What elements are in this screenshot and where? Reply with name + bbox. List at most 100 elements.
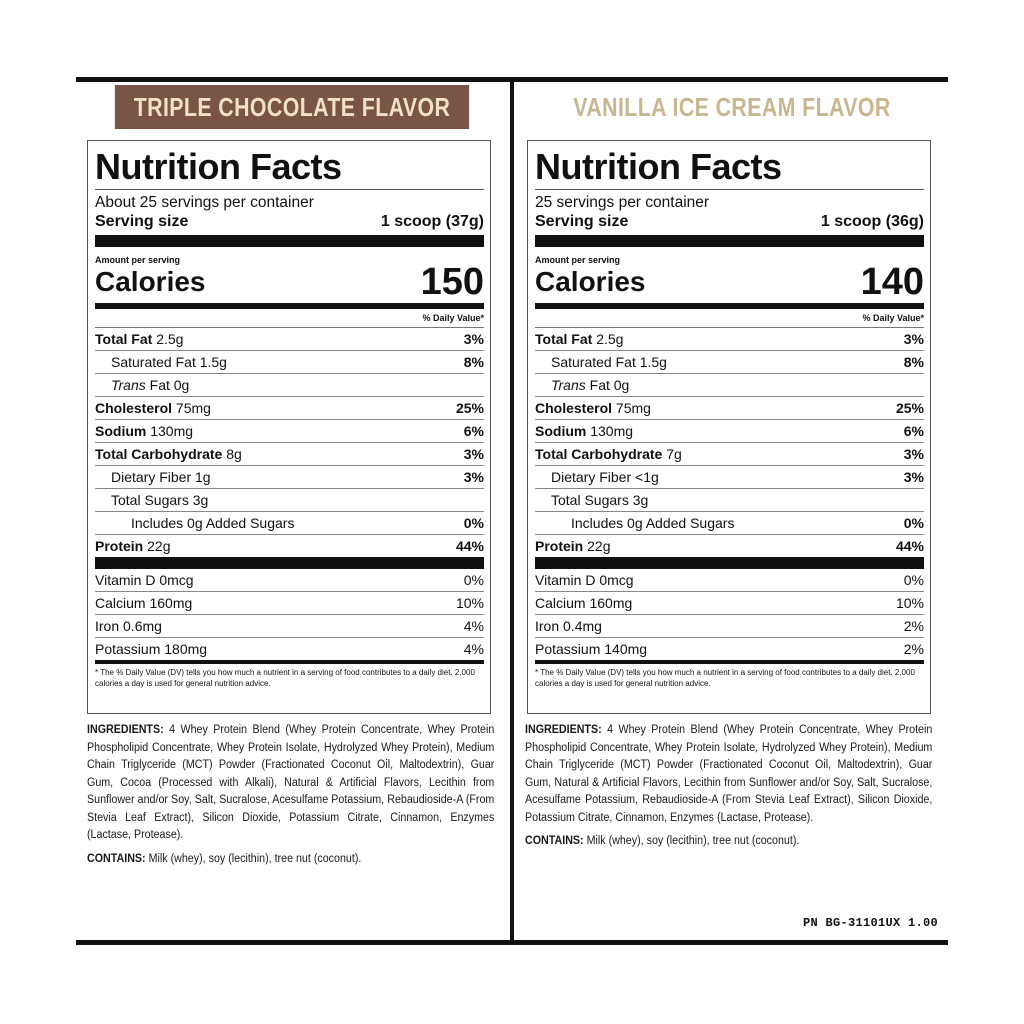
nutrient-label: Fat 0g: [149, 377, 190, 393]
vitamin-percent: 4%: [463, 618, 484, 634]
nutrient-row-total-sugars: Total Sugars 3g: [95, 489, 484, 512]
nutrient-row-dietary-fiber: Dietary Fiber <1g 3%: [535, 466, 924, 489]
contains-heading: CONTAINS:: [525, 835, 584, 847]
daily-value-footnote: * The % Daily Value (DV) tells you how m…: [95, 668, 475, 688]
amount-per-serving: Amount per serving: [95, 255, 181, 265]
serving-size-value: 1 scoop (36g): [820, 213, 924, 230]
nutrient-amount: 22g: [587, 538, 611, 554]
ingredients-heading: INGREDIENTS:: [87, 724, 164, 736]
nutrient-percent: 6%: [463, 423, 484, 439]
nutrient-label: Total Fat: [95, 331, 153, 347]
amount-per-serving: Amount per serving: [535, 255, 621, 265]
nutrient-row-protein: Protein 22g 44%: [95, 535, 484, 557]
vitamin-row-calcium: Calcium 160mg 10%: [95, 592, 484, 615]
nutrient-percent: 3%: [463, 331, 484, 347]
vitamin-row-vitamin-d: Vitamin D 0mcg 0%: [95, 569, 484, 592]
nutrition-facts-panel-chocolate: Nutrition Facts About 25 servings per co…: [87, 140, 491, 714]
nutrient-percent: 44%: [895, 538, 924, 554]
vitamin-percent: 4%: [463, 641, 484, 657]
nutrient-label-italic: Trans: [111, 377, 146, 393]
nutrient-row-trans-fat: Trans Fat 0g: [535, 374, 924, 397]
contains-text: Milk (whey), soy (lecithin), tree nut (c…: [148, 852, 362, 865]
divider-footnote: [95, 660, 484, 664]
nutrient-row-cholesterol: Cholesterol 75mg 25%: [535, 397, 924, 420]
ingredients-paragraph: INGREDIENTS: 4 Whey Protein Blend (Whey …: [525, 722, 932, 827]
contains-text: Milk (whey), soy (lecithin), tree nut (c…: [586, 835, 800, 847]
daily-value-footnote: * The % Daily Value (DV) tells you how m…: [535, 668, 915, 688]
nutrient-row-total-carbohydrate: Total Carbohydrate 7g 3%: [535, 443, 924, 466]
ingredients-text: 4 Whey Protein Blend (Whey Protein Conce…: [525, 724, 933, 824]
daily-value-header: % Daily Value*: [95, 309, 484, 328]
center-divider: [510, 77, 514, 945]
servings-per-container: About 25 servings per container: [95, 194, 314, 211]
nutrient-row-total-fat: Total Fat 2.5g 3%: [535, 328, 924, 351]
vitamin-percent: 0%: [463, 572, 484, 588]
vitamin-label: Calcium 160mg: [535, 595, 633, 611]
nutrient-row-sodium: Sodium 130mg 6%: [95, 420, 484, 443]
nutrient-percent: 0%: [903, 515, 924, 531]
contains-paragraph: CONTAINS: Milk (whey), soy (lecithin), t…: [87, 851, 494, 869]
nutrient-percent: 3%: [903, 446, 924, 462]
serving-size-value: 1 scoop (37g): [380, 213, 484, 230]
divider-thick: [535, 235, 924, 247]
nutrient-row-cholesterol: Cholesterol 75mg 25%: [95, 397, 484, 420]
calories-value: 140: [860, 261, 924, 303]
nutrition-facts-title: Nutrition Facts: [95, 147, 484, 190]
nutrient-label: Dietary Fiber 1g: [111, 469, 211, 485]
vitamin-label: Potassium 180mg: [95, 641, 208, 657]
ingredients-block-chocolate: INGREDIENTS: 4 Whey Protein Blend (Whey …: [87, 722, 494, 868]
nutrient-label: Total Fat: [535, 331, 593, 347]
bottom-rule: [76, 940, 948, 945]
nutrient-percent: 3%: [903, 331, 924, 347]
servings-per-container: 25 servings per container: [535, 194, 710, 211]
nutrient-percent: 6%: [903, 423, 924, 439]
nutrient-amount: 2.5g: [156, 331, 184, 347]
nutrient-row-saturated-fat: Saturated Fat 1.5g 8%: [535, 351, 924, 374]
nutrient-label: Protein: [535, 538, 584, 554]
serving-size-label: Serving size: [535, 213, 629, 230]
nutrient-percent: 8%: [463, 354, 484, 370]
vitamin-label: Iron 0.4mg: [535, 618, 602, 634]
nutrient-amount: 7g: [666, 446, 682, 462]
vitamin-label: Potassium 140mg: [535, 641, 648, 657]
nutrient-amount: 75mg: [615, 400, 651, 416]
nutrient-label: Protein: [95, 538, 144, 554]
nutrient-percent: 25%: [895, 400, 924, 416]
nutrient-label: Total Sugars 3g: [111, 492, 209, 508]
serving-size-row: Serving size 1 scoop (36g): [535, 212, 924, 232]
vitamin-label: Calcium 160mg: [95, 595, 193, 611]
nutrient-percent: 25%: [455, 400, 484, 416]
nutrient-row-total-fat: Total Fat 2.5g 3%: [95, 328, 484, 351]
nutrient-label: Sodium: [535, 423, 587, 439]
nutrient-label: Saturated Fat 1.5g: [551, 354, 667, 370]
divider-footnote: [535, 660, 924, 664]
vitamin-row-calcium: Calcium 160mg 10%: [535, 592, 924, 615]
nutrient-label: Sodium: [95, 423, 147, 439]
nutrient-row-sodium: Sodium 130mg 6%: [535, 420, 924, 443]
nutrient-row-protein: Protein 22g 44%: [535, 535, 924, 557]
divider-medium: [95, 303, 484, 309]
nutrient-amount: 22g: [147, 538, 171, 554]
divider-medium: [535, 303, 924, 309]
nutrient-row-added-sugars: Includes 0g Added Sugars 0%: [535, 512, 924, 535]
ingredients-paragraph: INGREDIENTS: 4 Whey Protein Blend (Whey …: [87, 722, 494, 845]
vitamin-label: Vitamin D 0mcg: [535, 572, 634, 588]
vitamin-percent: 2%: [903, 641, 924, 657]
vitamin-percent: 2%: [903, 618, 924, 634]
nutrient-percent: 44%: [455, 538, 484, 554]
ingredients-heading: INGREDIENTS:: [525, 724, 602, 736]
vitamin-row-potassium: Potassium 140mg 2%: [535, 638, 924, 660]
ingredients-block-vanilla: INGREDIENTS: 4 Whey Protein Blend (Whey …: [525, 722, 932, 851]
daily-value-header: % Daily Value*: [535, 309, 924, 328]
nutrient-percent: 0%: [463, 515, 484, 531]
nutrient-label: Cholesterol: [535, 400, 613, 416]
vitamin-label: Iron 0.6mg: [95, 618, 162, 634]
nutrition-facts-panel-vanilla: Nutrition Facts 25 servings per containe…: [527, 140, 931, 714]
nutrient-row-trans-fat: Trans Fat 0g: [95, 374, 484, 397]
nutrient-label: Cholesterol: [95, 400, 173, 416]
nutrient-row-saturated-fat: Saturated Fat 1.5g 8%: [95, 351, 484, 374]
ingredients-text: 4 Whey Protein Blend (Whey Protein Conce…: [87, 724, 495, 841]
nutrient-label: Includes 0g Added Sugars: [571, 515, 735, 531]
nutrient-amount: 75mg: [175, 400, 211, 416]
nutrient-amount: 2.5g: [596, 331, 624, 347]
